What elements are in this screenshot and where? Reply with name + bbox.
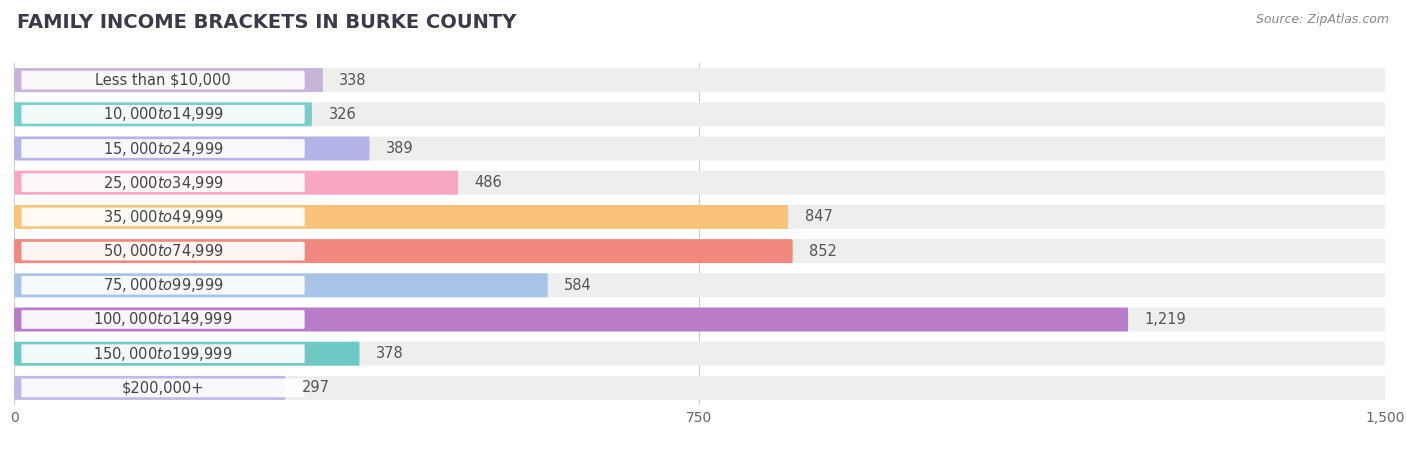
FancyBboxPatch shape: [14, 376, 1385, 400]
Text: $150,000 to $199,999: $150,000 to $199,999: [93, 345, 233, 363]
Text: $15,000 to $24,999: $15,000 to $24,999: [103, 140, 224, 158]
Text: $50,000 to $74,999: $50,000 to $74,999: [103, 242, 224, 260]
FancyBboxPatch shape: [14, 273, 1385, 297]
FancyBboxPatch shape: [14, 239, 793, 263]
FancyBboxPatch shape: [14, 239, 1385, 263]
Text: Less than $10,000: Less than $10,000: [96, 72, 231, 88]
Text: $75,000 to $99,999: $75,000 to $99,999: [103, 276, 224, 294]
Text: 852: 852: [810, 243, 837, 259]
FancyBboxPatch shape: [21, 344, 305, 363]
Text: 486: 486: [475, 175, 502, 190]
FancyBboxPatch shape: [21, 139, 305, 158]
FancyBboxPatch shape: [14, 205, 1385, 229]
Text: 297: 297: [302, 380, 330, 396]
FancyBboxPatch shape: [21, 310, 305, 329]
Text: FAMILY INCOME BRACKETS IN BURKE COUNTY: FAMILY INCOME BRACKETS IN BURKE COUNTY: [17, 14, 516, 32]
FancyBboxPatch shape: [14, 136, 1385, 161]
FancyBboxPatch shape: [14, 68, 1385, 92]
FancyBboxPatch shape: [14, 342, 360, 366]
Text: 378: 378: [375, 346, 404, 361]
FancyBboxPatch shape: [14, 102, 1385, 126]
FancyBboxPatch shape: [21, 71, 305, 90]
Text: 326: 326: [329, 107, 356, 122]
FancyBboxPatch shape: [14, 102, 312, 126]
Text: $25,000 to $34,999: $25,000 to $34,999: [103, 174, 224, 192]
FancyBboxPatch shape: [14, 171, 1385, 195]
FancyBboxPatch shape: [21, 378, 305, 397]
FancyBboxPatch shape: [21, 105, 305, 124]
Text: 584: 584: [564, 278, 592, 293]
Text: Source: ZipAtlas.com: Source: ZipAtlas.com: [1256, 14, 1389, 27]
FancyBboxPatch shape: [14, 307, 1128, 332]
FancyBboxPatch shape: [21, 173, 305, 192]
FancyBboxPatch shape: [14, 307, 1385, 332]
Text: 847: 847: [804, 209, 832, 225]
Text: $200,000+: $200,000+: [122, 380, 204, 396]
FancyBboxPatch shape: [14, 205, 789, 229]
Text: $10,000 to $14,999: $10,000 to $14,999: [103, 105, 224, 123]
FancyBboxPatch shape: [14, 136, 370, 161]
Text: 389: 389: [387, 141, 413, 156]
FancyBboxPatch shape: [14, 273, 548, 297]
Text: 1,219: 1,219: [1144, 312, 1187, 327]
FancyBboxPatch shape: [21, 242, 305, 261]
FancyBboxPatch shape: [14, 376, 285, 400]
FancyBboxPatch shape: [21, 207, 305, 226]
FancyBboxPatch shape: [14, 171, 458, 195]
Text: 338: 338: [339, 72, 367, 88]
FancyBboxPatch shape: [21, 276, 305, 295]
FancyBboxPatch shape: [14, 68, 323, 92]
FancyBboxPatch shape: [14, 342, 1385, 366]
Text: $100,000 to $149,999: $100,000 to $149,999: [93, 310, 233, 328]
Text: $35,000 to $49,999: $35,000 to $49,999: [103, 208, 224, 226]
